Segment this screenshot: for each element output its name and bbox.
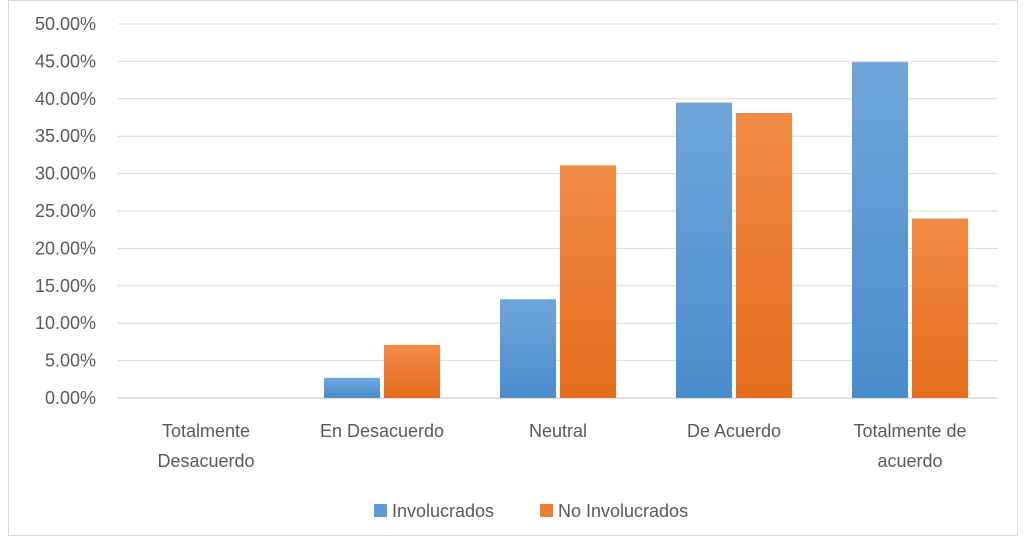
category-label: Totalmente de (853, 421, 966, 441)
bar-no-involucrados (560, 165, 616, 398)
y-tick-label: 50.00% (35, 14, 96, 34)
legend-label: Involucrados (392, 501, 494, 521)
category-label: Desacuerdo (157, 451, 254, 471)
category-label: De Acuerdo (687, 421, 781, 441)
y-tick-label: 10.00% (35, 313, 96, 333)
bar-no-involucrados (912, 218, 968, 398)
category-label: acuerdo (877, 451, 942, 471)
category-label: En Desacuerdo (320, 421, 444, 441)
y-tick-label: 40.00% (35, 89, 96, 109)
y-tick-label: 15.00% (35, 276, 96, 296)
bar-no-involucrados (384, 344, 440, 398)
category-label: Neutral (529, 421, 587, 441)
y-tick-label: 20.00% (35, 238, 96, 258)
y-tick-label: 0.00% (45, 388, 96, 408)
bar-involucrados (852, 62, 908, 398)
category-label: Totalmente (162, 421, 250, 441)
bar-involucrados (324, 377, 380, 398)
y-tick-label: 45.00% (35, 51, 96, 71)
y-tick-label: 30.00% (35, 164, 96, 184)
legend-label: No Involucrados (558, 501, 688, 521)
legend-swatch (540, 504, 553, 517)
y-tick-label: 5.00% (45, 351, 96, 371)
bar-involucrados (500, 299, 556, 398)
chart-frame (8, 0, 1018, 536)
bar-involucrados (676, 102, 732, 398)
legend-swatch (374, 504, 387, 517)
bar-no-involucrados (736, 113, 792, 399)
y-tick-label: 35.00% (35, 126, 96, 146)
y-tick-label: 25.00% (35, 201, 96, 221)
